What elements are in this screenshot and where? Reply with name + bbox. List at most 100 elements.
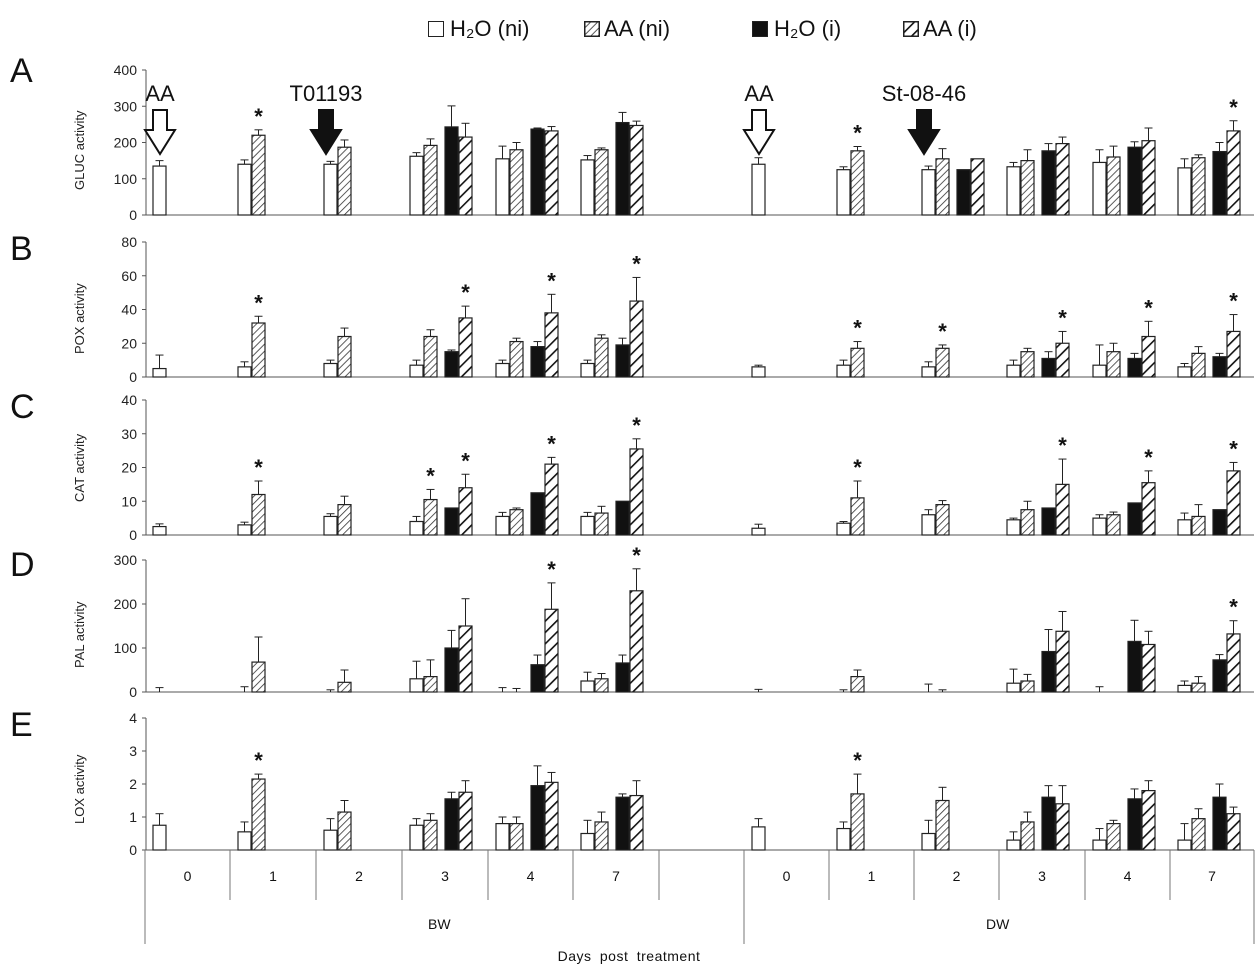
- bar-c-h2o-i: [444, 507, 459, 536]
- bar-b-aa-i: [1055, 342, 1070, 378]
- significance-star: *: [938, 319, 947, 344]
- y-tick-label-b: 20: [121, 335, 137, 351]
- significance-star: *: [426, 463, 435, 488]
- bar-d-aa-ni: [594, 678, 609, 693]
- bar-e-aa-ni: [423, 819, 438, 851]
- bar-e-h2o-ni: [152, 824, 167, 851]
- panel-letter-b: B: [10, 230, 33, 268]
- significance-star: *: [547, 557, 556, 582]
- y-tick-label-d: 200: [114, 596, 138, 612]
- bar-c-h2o-i: [1041, 507, 1056, 536]
- bar-a-h2o-ni: [1092, 161, 1107, 216]
- bar-a-h2o-ni: [1177, 167, 1192, 216]
- significance-star: *: [1144, 445, 1153, 470]
- bar-e-h2o-i: [444, 798, 459, 851]
- bar-e-h2o-ni: [836, 827, 851, 851]
- bar-b-aa-ni: [594, 337, 609, 378]
- bar-c-aa-i: [458, 487, 473, 536]
- y-axis-label-cat: CAT activity: [72, 433, 87, 502]
- bar-c-h2o-ni: [921, 514, 936, 536]
- bar-c-aa-ni: [251, 493, 266, 536]
- bar-b-aa-ni: [337, 335, 352, 378]
- bar-b-h2o-ni: [580, 362, 595, 378]
- bar-a-h2o-i: [1212, 150, 1227, 216]
- bar-c-aa-i: [544, 463, 559, 536]
- bar-c-aa-i: [629, 448, 644, 536]
- bar-d-aa-ni: [1020, 680, 1035, 693]
- bar-e-h2o-ni: [921, 832, 936, 851]
- filled-arrow-icon: [309, 109, 343, 156]
- y-axis-label-pox: POX activity: [72, 283, 87, 354]
- y-tick-label-a: 300: [114, 98, 138, 114]
- y-tick-label-e: 4: [129, 710, 137, 726]
- bar-a-aa-ni: [251, 134, 266, 216]
- y-tick-label-d: 0: [129, 684, 137, 700]
- bar-b-h2o-ni: [1092, 364, 1107, 378]
- filled-arrow-icon: [907, 109, 941, 156]
- x-tick-label-day: 0: [184, 868, 192, 884]
- bar-b-aa-ni: [251, 322, 266, 378]
- y-axis-label-pal: PAL activity: [72, 601, 87, 668]
- bar-d-aa-ni: [337, 681, 352, 693]
- bar-b-h2o-ni: [237, 366, 252, 378]
- bar-d-aa-i: [1141, 643, 1156, 693]
- bars-layer: * * * * * * * * * * * * * * * * * * * * * * * * * *: [152, 95, 1241, 851]
- x-axis-title: Days post treatment: [557, 948, 701, 964]
- bar-e-aa-ni: [337, 811, 352, 851]
- bar-a-h2o-ni: [921, 169, 936, 216]
- legend-swatch-hatch-bold: [903, 21, 919, 37]
- bar-a-h2o-i: [444, 126, 459, 216]
- legend-swatch-white: [428, 21, 444, 37]
- bar-e-h2o-ni: [751, 826, 766, 851]
- bar-b-h2o-ni: [323, 362, 338, 378]
- legend-label: AA (ni): [604, 16, 671, 41]
- bar-c-h2o-ni: [152, 525, 167, 536]
- bar-e-aa-ni: [935, 799, 950, 851]
- legend-label: H₂O (ni): [450, 16, 530, 41]
- bar-d-aa-i: [458, 625, 473, 693]
- y-tick-label-b: 0: [129, 369, 137, 385]
- bar-c-h2o-ni: [1092, 517, 1107, 536]
- y-tick-label-c: 0: [129, 527, 137, 543]
- y-tick-label-b: 40: [121, 302, 137, 318]
- bar-a-h2o-i: [530, 128, 545, 216]
- significance-star: *: [461, 448, 470, 473]
- bar-a-aa-i: [1226, 130, 1241, 216]
- significance-star: *: [853, 455, 862, 480]
- bar-e-h2o-i: [615, 796, 630, 851]
- panel-letter-a: A: [10, 52, 33, 90]
- bar-e-h2o-i: [1127, 798, 1142, 851]
- significance-star: *: [1058, 305, 1067, 330]
- legend-label: H₂O (i): [774, 16, 842, 41]
- bar-e-h2o-ni: [323, 829, 338, 851]
- bar-c-aa-ni: [1191, 515, 1206, 536]
- bar-c-aa-ni: [594, 512, 609, 536]
- bar-a-h2o-i: [956, 169, 971, 216]
- bar-c-aa-ni: [935, 504, 950, 536]
- bar-d-h2o-i: [1041, 650, 1056, 693]
- bar-b-h2o-ni: [751, 366, 766, 378]
- x-tick-label-day: 7: [1208, 868, 1216, 884]
- significance-star: *: [853, 316, 862, 341]
- bar-c-h2o-ni: [323, 515, 338, 536]
- y-tick-label-c: 40: [121, 392, 137, 408]
- open-arrow-icon: [143, 109, 177, 156]
- bar-b-aa-ni: [423, 335, 438, 378]
- bar-c-aa-ni: [850, 497, 865, 536]
- bar-c-h2o-i: [1212, 509, 1227, 536]
- legend-swatch-black: [752, 21, 768, 37]
- significance-star: *: [1229, 289, 1238, 314]
- y-tick-label-d: 300: [114, 552, 138, 568]
- y-axis-label-lox: LOX activity: [72, 754, 87, 824]
- bar-c-h2o-i: [1127, 502, 1142, 536]
- bar-b-h2o-ni: [1006, 364, 1021, 378]
- bar-b-h2o-ni: [495, 362, 510, 378]
- bar-d-h2o-i: [444, 647, 459, 693]
- legend-label: AA (i): [923, 16, 977, 41]
- bar-a-aa-i: [458, 136, 473, 216]
- significance-star: *: [547, 268, 556, 293]
- bar-e-aa-ni: [1106, 822, 1121, 851]
- annotation-label: AA: [145, 81, 175, 106]
- y-tick-label-a: 100: [114, 171, 138, 187]
- bar-c-h2o-i: [530, 492, 545, 536]
